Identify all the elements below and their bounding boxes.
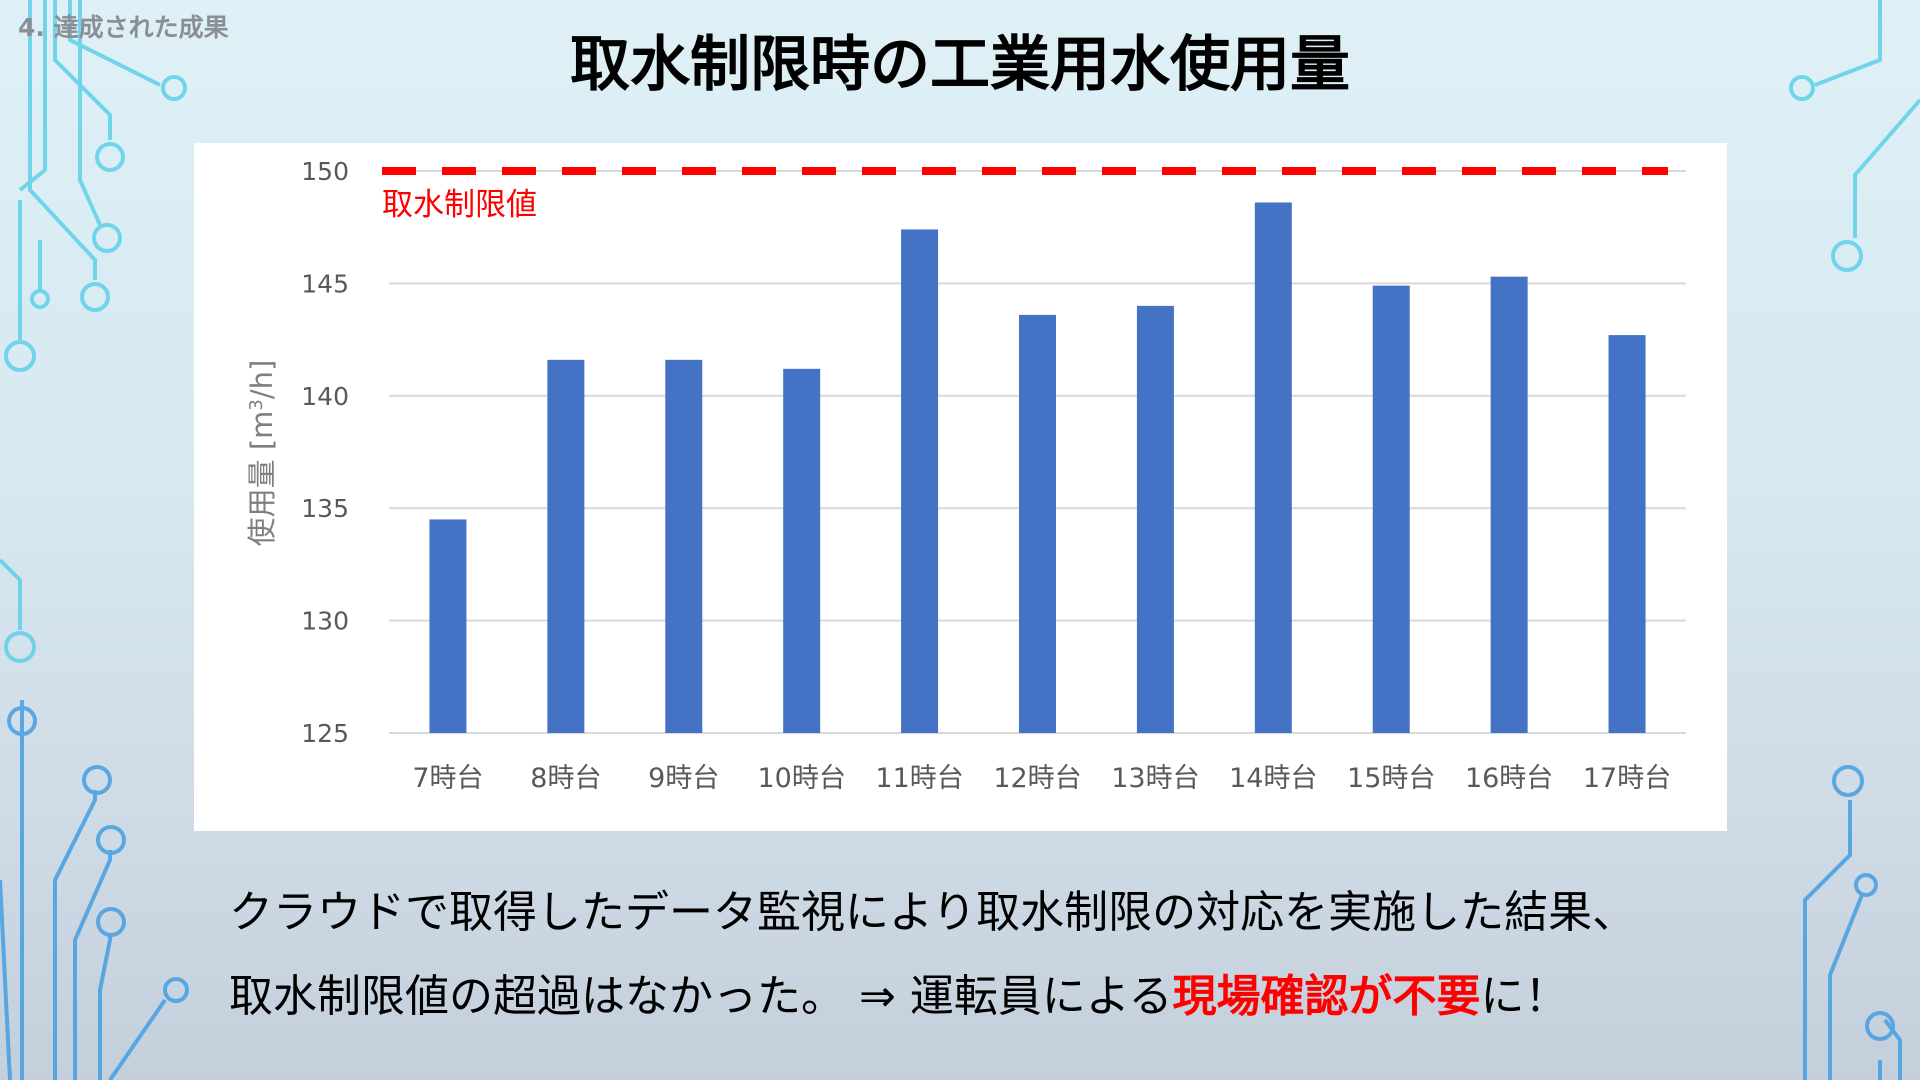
bar (783, 368, 821, 733)
bar (1608, 335, 1646, 733)
summary-line-1: クラウドで取得したデータ監視により取水制限の対応を実施した結果、 (229, 887, 1637, 938)
bar-chart: 125 130 135 140 145 150 7時台 8時台 9時台 10時台 11時台 12時台 1… (245, 157, 1686, 794)
bar (1136, 305, 1174, 733)
slide-title: 取水制限時の工業用水使用量 (570, 30, 1350, 100)
chart-panel: 125 130 135 140 145 150 7時台 8時台 9時台 10時台 11時台 12時台 1… (194, 143, 1727, 831)
summary-highlight: 現場確認が不要 (1172, 971, 1481, 1022)
x-tick-label: 9時台 (648, 763, 719, 794)
bar (901, 229, 939, 733)
x-tick-label: 14時台 (1229, 763, 1317, 794)
x-tick-label: 7時台 (412, 763, 483, 794)
summary-line-2: 取水制限値の超過はなかった。 ⇒ 運転員による現場確認が不要に！ (229, 960, 1569, 1024)
y-tick-label: 130 (301, 607, 349, 636)
y-tick-label: 145 (301, 269, 349, 298)
x-tick-label: 12時台 (993, 763, 1081, 794)
bar (547, 359, 585, 733)
bar (1254, 202, 1292, 734)
x-tick-label: 8時台 (530, 763, 601, 794)
summary-line-2-prefix: 取水制限値の超過はなかった。 ⇒ 運転員による (229, 971, 1173, 1022)
bar (665, 359, 703, 733)
x-tick-label: 13時台 (1111, 763, 1199, 794)
y-axis-label: 使用量 [m3/h] (245, 360, 279, 547)
y-tick-label: 135 (301, 494, 349, 523)
x-tick-label: 11時台 (875, 763, 963, 794)
x-tick-label: 10時台 (758, 763, 846, 794)
bar (1019, 314, 1056, 733)
bar (1490, 276, 1528, 733)
y-tick-label: 140 (301, 382, 349, 411)
summary-line-2-suffix: に！ (1480, 971, 1569, 1022)
y-tick-label: 150 (301, 157, 349, 186)
limit-line-label: 取水制限値 (382, 187, 537, 223)
x-tick-label: 17時台 (1583, 763, 1671, 794)
bar (429, 519, 467, 733)
x-tick-label: 15時台 (1347, 763, 1435, 794)
y-tick-label: 125 (301, 719, 349, 748)
bar (1372, 285, 1410, 733)
section-label: 4. 達成された成果 (18, 13, 229, 42)
x-tick-label: 16時台 (1465, 763, 1553, 794)
